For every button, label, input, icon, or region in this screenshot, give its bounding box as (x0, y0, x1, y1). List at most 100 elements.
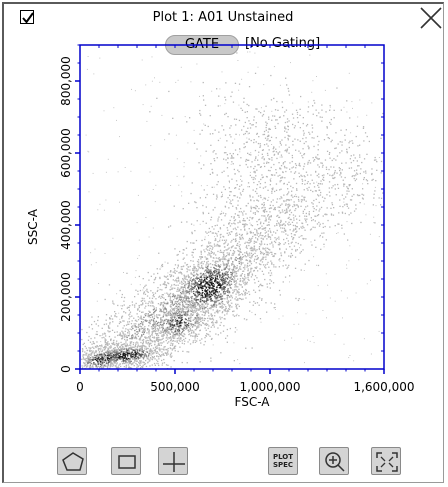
event-dot (235, 296, 237, 298)
event-dot (103, 349, 106, 351)
event-dot (197, 294, 199, 296)
event-dot (228, 207, 230, 209)
event-dot (250, 269, 252, 271)
event-dot (168, 133, 170, 135)
event-dot (207, 245, 210, 248)
event-dot (200, 114, 202, 116)
event-dot (283, 165, 286, 168)
event-dot (167, 312, 169, 314)
event-dot (380, 160, 383, 163)
event-dot (208, 249, 210, 251)
event-dot (185, 323, 187, 325)
event-dot (209, 244, 211, 247)
event-dot (239, 185, 241, 187)
event-dot (211, 232, 213, 234)
event-dot (247, 253, 249, 255)
event-dot (287, 125, 289, 127)
event-dot (193, 272, 195, 274)
event-dot (119, 357, 121, 360)
event-dot (109, 361, 111, 363)
event-dot (237, 258, 239, 260)
event-dot (193, 279, 195, 281)
event-dot (270, 260, 272, 262)
event-dot (110, 363, 112, 365)
event-dot (241, 273, 243, 275)
event-dot (167, 338, 169, 340)
event-dot (211, 278, 213, 281)
close-icon[interactable] (418, 5, 444, 31)
event-dot (272, 151, 274, 153)
event-dot (280, 165, 283, 167)
event-dot (285, 109, 288, 111)
event-dot (130, 348, 132, 350)
event-dot (329, 226, 331, 228)
event-dot (110, 360, 112, 362)
event-dot (172, 279, 174, 281)
event-dot (138, 323, 140, 325)
event-dot (315, 246, 317, 248)
event-dot (218, 216, 220, 218)
event-dot (82, 355, 84, 357)
event-dot (210, 293, 212, 295)
scatter-plot[interactable]: 0 500,000 1,000,000 1,600,0000200,000400,00… (0, 0, 448, 440)
event-dot (181, 291, 184, 293)
event-dot (195, 296, 197, 298)
event-dot (159, 276, 161, 279)
event-dot (250, 166, 252, 168)
event-dot (183, 327, 185, 329)
event-dot (163, 275, 166, 277)
event-dot (211, 315, 213, 317)
plot-select-checkbox[interactable] (20, 10, 34, 24)
event-dot (167, 321, 169, 323)
event-dot (372, 204, 374, 206)
event-dot (152, 295, 154, 297)
event-dot (238, 254, 240, 256)
event-dot (193, 298, 195, 301)
event-dot (213, 253, 215, 255)
event-dot (266, 263, 268, 265)
event-dot (197, 284, 199, 286)
event-dot (260, 244, 262, 246)
event-dot (225, 263, 228, 265)
event-dot (153, 356, 155, 359)
event-dot (210, 313, 212, 315)
event-dot (216, 274, 218, 277)
event-dot (302, 237, 304, 240)
event-dot (341, 150, 343, 152)
event-dot (188, 330, 191, 332)
event-dot (312, 157, 314, 159)
event-dot (132, 343, 134, 346)
event-dot (213, 264, 216, 266)
event-dot (227, 175, 229, 177)
event-dot (187, 274, 189, 276)
event-dot (212, 209, 214, 211)
event-dot (166, 330, 168, 332)
event-dot (254, 302, 256, 304)
event-dot (161, 359, 163, 362)
event-dot (204, 314, 206, 316)
event-dot (200, 280, 202, 282)
event-dot (284, 229, 286, 231)
event-dot (190, 300, 192, 302)
event-dot (132, 353, 134, 355)
event-dot (215, 297, 217, 299)
event-dot (217, 312, 219, 314)
event-dot (182, 258, 184, 260)
event-dot (121, 344, 123, 346)
event-dot (211, 186, 213, 188)
event-dot (333, 158, 335, 160)
event-dot (191, 305, 193, 307)
event-dot (220, 306, 222, 308)
event-dot (304, 179, 306, 182)
event-dot (284, 224, 286, 226)
event-dot (228, 290, 230, 292)
event-dot (118, 352, 120, 354)
event-dot (259, 263, 261, 265)
event-dot (141, 354, 143, 356)
event-dot (184, 294, 186, 296)
event-dot (328, 191, 331, 193)
event-dot (218, 131, 220, 133)
event-dot (124, 353, 126, 355)
event-dot (207, 333, 209, 335)
event-dot (295, 249, 297, 251)
